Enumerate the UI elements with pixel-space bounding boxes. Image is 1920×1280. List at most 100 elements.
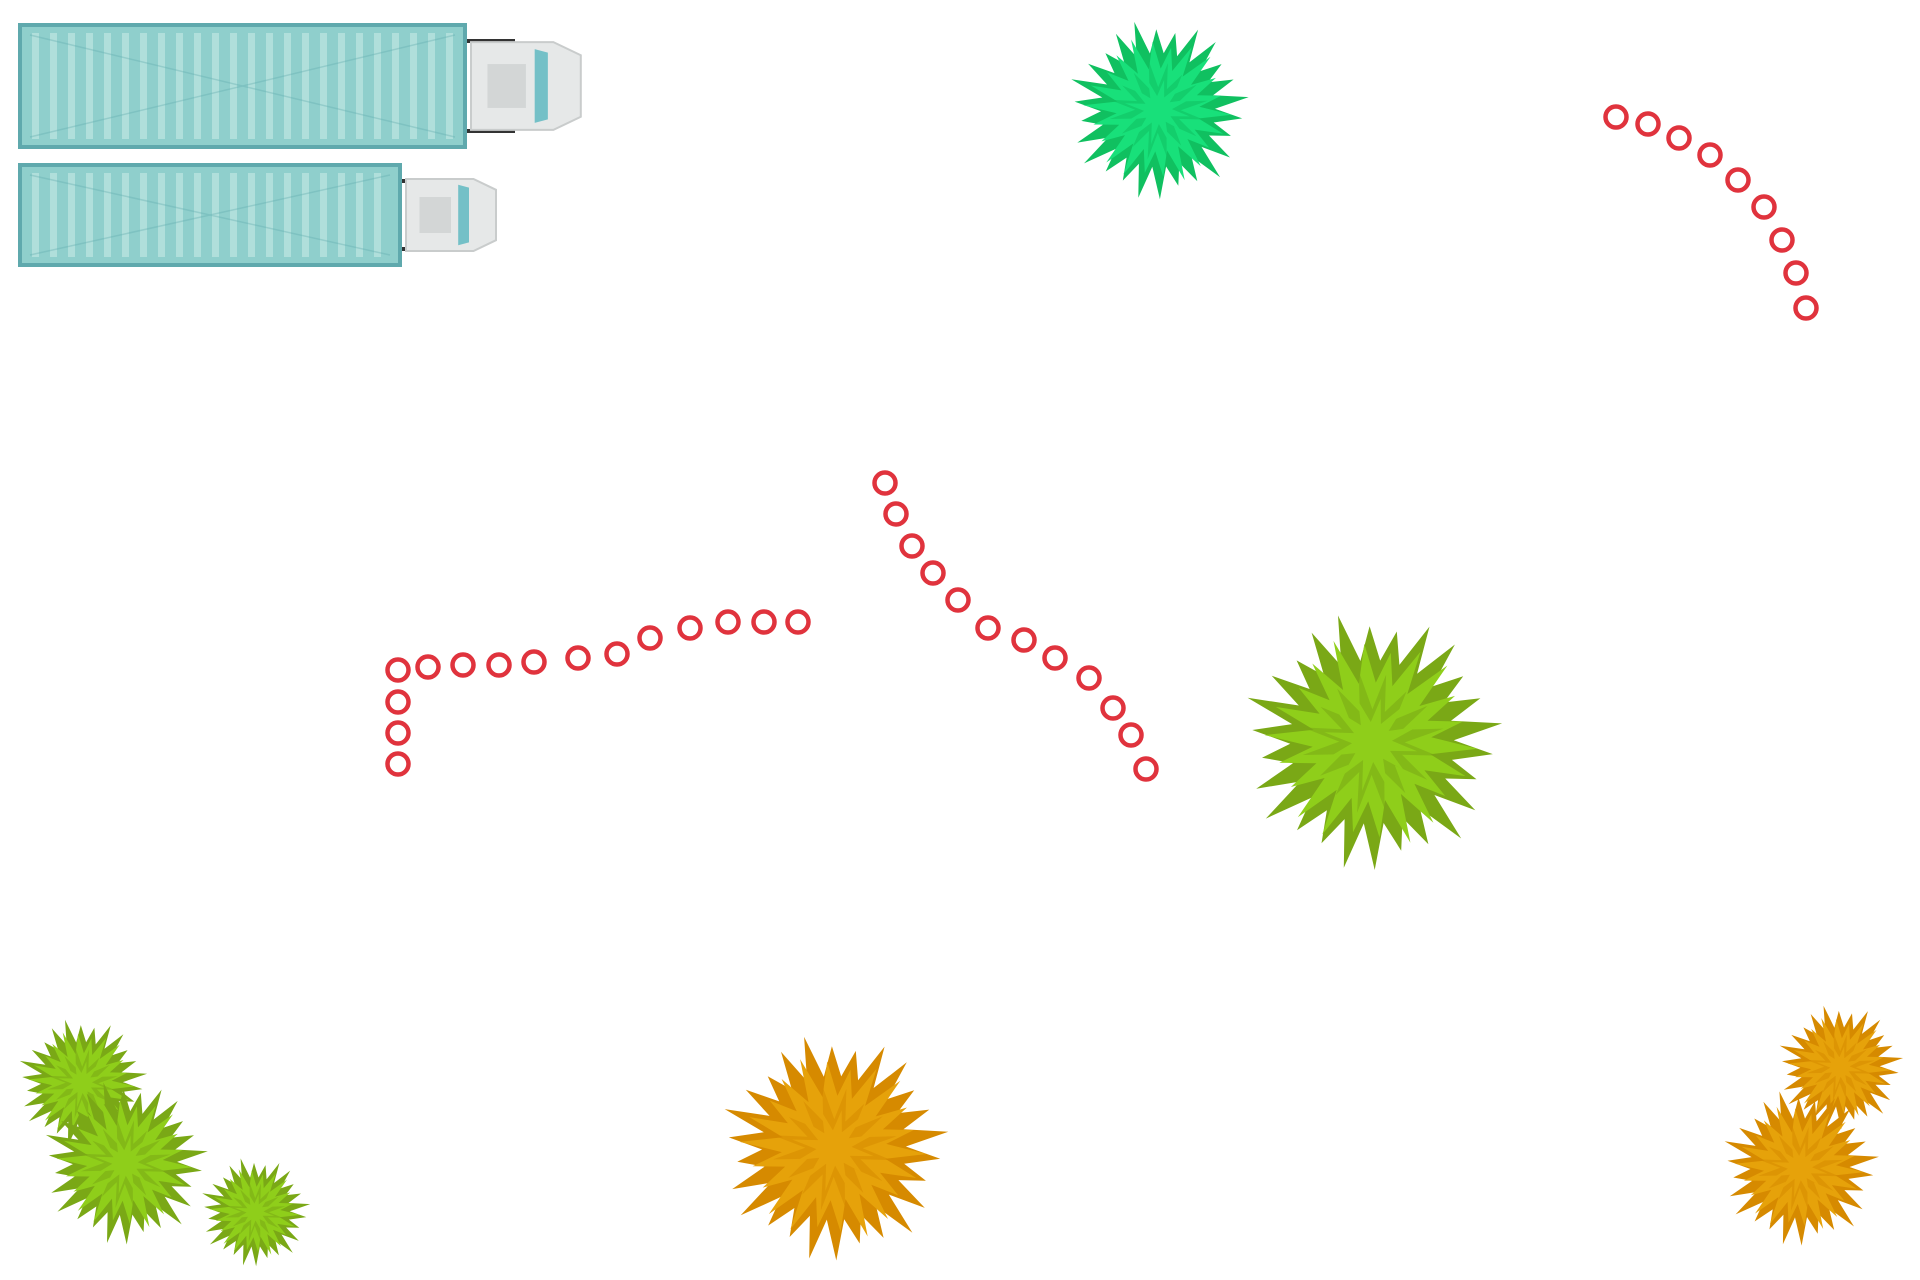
container-rib bbox=[176, 173, 183, 257]
marker-path-center-diagonal bbox=[872, 470, 1159, 782]
ring-marker bbox=[945, 587, 971, 613]
container-rib bbox=[158, 173, 165, 257]
container-rib bbox=[266, 33, 273, 139]
container-truck-long bbox=[18, 23, 582, 149]
container-rib bbox=[302, 173, 309, 257]
container-rib bbox=[212, 33, 219, 139]
container-rib bbox=[320, 173, 327, 257]
ring-marker bbox=[883, 501, 909, 527]
container-rib bbox=[356, 173, 363, 257]
ring-marker bbox=[975, 615, 1001, 641]
cab-windshield bbox=[458, 184, 469, 246]
ring-marker bbox=[785, 609, 811, 635]
tree-canopy-core bbox=[792, 1110, 874, 1191]
ring-marker bbox=[385, 720, 411, 746]
container-rib bbox=[446, 33, 453, 139]
container-rib bbox=[86, 33, 93, 139]
container-rib bbox=[374, 173, 381, 257]
ring-marker bbox=[1697, 142, 1723, 168]
ring-marker bbox=[565, 645, 591, 671]
container-rib bbox=[32, 173, 39, 257]
cab-roof bbox=[419, 197, 451, 233]
ring-marker bbox=[1769, 227, 1795, 253]
container-rib bbox=[50, 33, 57, 139]
container-rib bbox=[338, 173, 345, 257]
container-rib bbox=[248, 33, 255, 139]
ring-marker bbox=[1100, 695, 1126, 721]
tree-canopy-core bbox=[94, 1135, 154, 1195]
tree-green-bottom-left-2 bbox=[45, 1082, 208, 1245]
container-rib bbox=[428, 33, 435, 139]
container-rib bbox=[338, 33, 345, 139]
container-rib bbox=[104, 173, 111, 257]
ring-marker bbox=[872, 470, 898, 496]
tree-green-center bbox=[1247, 615, 1503, 870]
ring-marker bbox=[1118, 722, 1144, 748]
container-rib bbox=[266, 173, 273, 257]
container-rib bbox=[122, 33, 129, 139]
container-rib bbox=[140, 173, 147, 257]
container-rib bbox=[302, 33, 309, 139]
container-cross bbox=[29, 34, 456, 138]
tree-orange-bottom-right-1 bbox=[1779, 1005, 1904, 1130]
container-rib bbox=[374, 33, 381, 139]
container-truck-short bbox=[18, 163, 497, 267]
ring-marker bbox=[637, 625, 663, 651]
cab-mirror bbox=[467, 39, 515, 43]
container-rib bbox=[230, 33, 237, 139]
ring-marker bbox=[920, 560, 946, 586]
ring-marker bbox=[1042, 645, 1068, 671]
tree-canopy-core bbox=[1124, 79, 1190, 145]
tree-canopy-core bbox=[234, 1193, 275, 1233]
ring-marker bbox=[1076, 665, 1102, 691]
ring-marker bbox=[415, 654, 441, 680]
container-rib bbox=[410, 33, 417, 139]
container-rib bbox=[230, 173, 237, 257]
container-rib bbox=[320, 33, 327, 139]
container-rib bbox=[284, 173, 291, 257]
ring-marker bbox=[385, 689, 411, 715]
ring-marker bbox=[450, 652, 476, 678]
container-rib bbox=[212, 173, 219, 257]
ring-marker bbox=[1011, 627, 1037, 653]
tree-green-bottom-left-3 bbox=[202, 1158, 311, 1267]
container-rib bbox=[68, 173, 75, 257]
container-rib bbox=[392, 33, 399, 139]
marker-path-top-right bbox=[1603, 104, 1819, 321]
tree-emerald-top bbox=[1071, 21, 1249, 200]
cab-mirror bbox=[467, 129, 515, 133]
ring-marker bbox=[1783, 260, 1809, 286]
marker-path-center-left bbox=[385, 609, 811, 777]
tree-canopy-core bbox=[58, 1061, 105, 1108]
ring-marker bbox=[899, 533, 925, 559]
container-rib bbox=[122, 173, 129, 257]
container-rib bbox=[86, 173, 93, 257]
container-rib bbox=[194, 173, 201, 257]
container-rib bbox=[104, 33, 111, 139]
container-rib bbox=[32, 33, 39, 139]
ring-marker bbox=[751, 609, 777, 635]
container-rib bbox=[284, 33, 291, 139]
container-rib bbox=[68, 33, 75, 139]
markers-layer bbox=[385, 104, 1819, 782]
ring-marker bbox=[604, 641, 630, 667]
ring-marker bbox=[1133, 756, 1159, 782]
container-body bbox=[18, 163, 402, 267]
ring-marker bbox=[1635, 111, 1661, 137]
ring-marker bbox=[1793, 295, 1819, 321]
ring-marker bbox=[385, 751, 411, 777]
tree-orange-bottom-right-2 bbox=[1724, 1091, 1879, 1246]
trees-layer bbox=[19, 21, 1904, 1267]
tree-canopy-core bbox=[1771, 1141, 1828, 1198]
container-rib bbox=[194, 33, 201, 139]
container-rib bbox=[176, 33, 183, 139]
ring-marker bbox=[385, 657, 411, 683]
container-rib bbox=[248, 173, 255, 257]
ring-marker bbox=[1751, 194, 1777, 220]
cab-windshield bbox=[534, 49, 548, 123]
container-rib bbox=[356, 33, 363, 139]
tree-canopy-core bbox=[1816, 1046, 1862, 1091]
tree-canopy-core bbox=[1324, 698, 1418, 791]
ring-marker bbox=[1666, 125, 1692, 151]
